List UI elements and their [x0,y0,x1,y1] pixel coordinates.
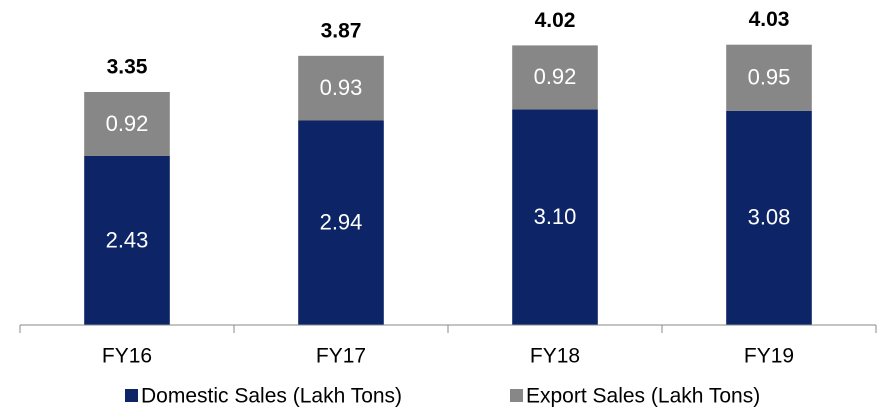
data-label: 0.93 [320,75,363,100]
x-tick-label: FY17 [316,345,366,368]
x-tick-label: FY18 [530,345,580,368]
legend-swatch [125,389,138,402]
data-label: 2.94 [320,210,363,235]
data-label: 2.43 [106,227,149,252]
bar-segment [84,91,170,156]
data-label: 3.08 [748,205,791,230]
bar-segment [512,109,598,325]
bar-segment [512,45,598,110]
legend-label: Domestic Sales (Lakh Tons) [141,385,402,408]
total-label: 4.03 [749,8,790,31]
bar-segment [726,44,812,111]
data-label: 0.95 [748,65,791,90]
legend-swatch [510,389,523,402]
total-label: 4.02 [535,9,576,32]
bar-segment [298,120,384,325]
data-label: 0.92 [106,111,149,136]
x-tick-label: FY16 [102,345,152,368]
data-label: 0.92 [534,64,577,89]
bar-segment [298,55,384,121]
total-label: 3.35 [107,56,148,79]
total-label: 3.87 [321,19,362,42]
legend-label: Export Sales (Lakh Tons) [526,385,760,408]
x-tick-label: FY19 [744,345,794,368]
bar-segment [84,155,170,325]
data-label: 3.10 [534,204,577,229]
bar-segment [726,110,812,325]
